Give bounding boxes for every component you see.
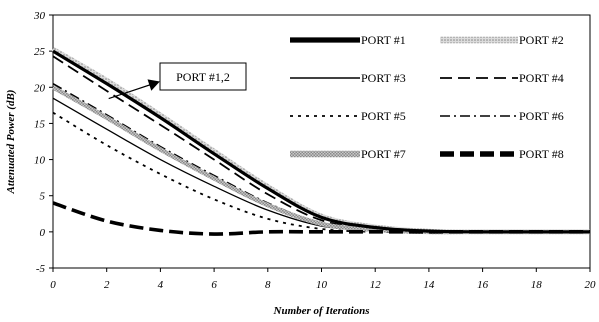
legend-label: PORT #7 — [361, 147, 406, 161]
series-lines — [51, 47, 590, 236]
legend-item: PORT #2 — [440, 33, 564, 47]
x-tick-label: 18 — [531, 279, 543, 291]
legend: PORT #1 PORT #2 PORT #3 PORT #4 PORT #5 PORT … — [290, 33, 564, 161]
y-tick-label: 25 — [34, 46, 46, 58]
x-tick-label: 4 — [158, 279, 164, 291]
x-axis-ticks: 0 2 4 6 8 10 12 14 16 18 20 — [50, 268, 596, 291]
y-tick-label: 15 — [34, 118, 46, 130]
legend-label: PORT #1 — [361, 33, 406, 47]
annotation-arrowhead — [147, 79, 160, 91]
y-axis-ticks: -5 0 5 10 15 20 25 30 — [33, 10, 53, 275]
annotation: PORT #1,2 — [108, 62, 247, 100]
x-tick-label: 6 — [211, 279, 217, 291]
legend-label: PORT #8 — [519, 147, 564, 161]
series-line-port-5 — [52, 111, 590, 233]
legend-item: PORT #7 — [290, 147, 406, 161]
x-axis-label: Number of Iterations — [273, 305, 370, 317]
y-tick-label: 30 — [33, 10, 46, 22]
annotation-label: PORT #1,2 — [176, 70, 230, 84]
y-axis-label: Attenuated Power (dB) — [5, 90, 17, 195]
x-tick-label: 12 — [370, 279, 382, 291]
legend-item: PORT #4 — [440, 71, 564, 85]
y-tick-label: 0 — [40, 227, 46, 239]
x-tick-label: 10 — [316, 279, 328, 291]
x-tick-label: 2 — [104, 279, 110, 291]
x-tick-label: 20 — [585, 279, 597, 291]
x-tick-label: 8 — [265, 279, 271, 291]
annotation-arrow — [108, 81, 158, 100]
legend-label: PORT #3 — [361, 71, 406, 85]
legend-item: PORT #3 — [290, 71, 406, 85]
legend-item: PORT #6 — [440, 109, 564, 123]
legend-label: PORT #6 — [519, 109, 564, 123]
x-tick-label: 16 — [477, 279, 489, 291]
legend-label: PORT #5 — [361, 109, 406, 123]
legend-item: PORT #1 — [290, 33, 406, 47]
legend-label: PORT #2 — [519, 33, 564, 47]
y-tick-label: 10 — [34, 155, 46, 167]
y-tick-label: 20 — [34, 82, 46, 94]
legend-label: PORT #4 — [519, 71, 564, 85]
series-line-port-8 — [52, 201, 590, 236]
legend-item: PORT #8 — [440, 147, 564, 161]
x-tick-label: 14 — [423, 279, 435, 291]
y-tick-label: -5 — [36, 263, 46, 275]
legend-item: PORT #5 — [290, 109, 406, 123]
x-tick-label: 0 — [50, 279, 56, 291]
annotation-box — [159, 62, 247, 91]
y-tick-label: 5 — [40, 191, 46, 203]
